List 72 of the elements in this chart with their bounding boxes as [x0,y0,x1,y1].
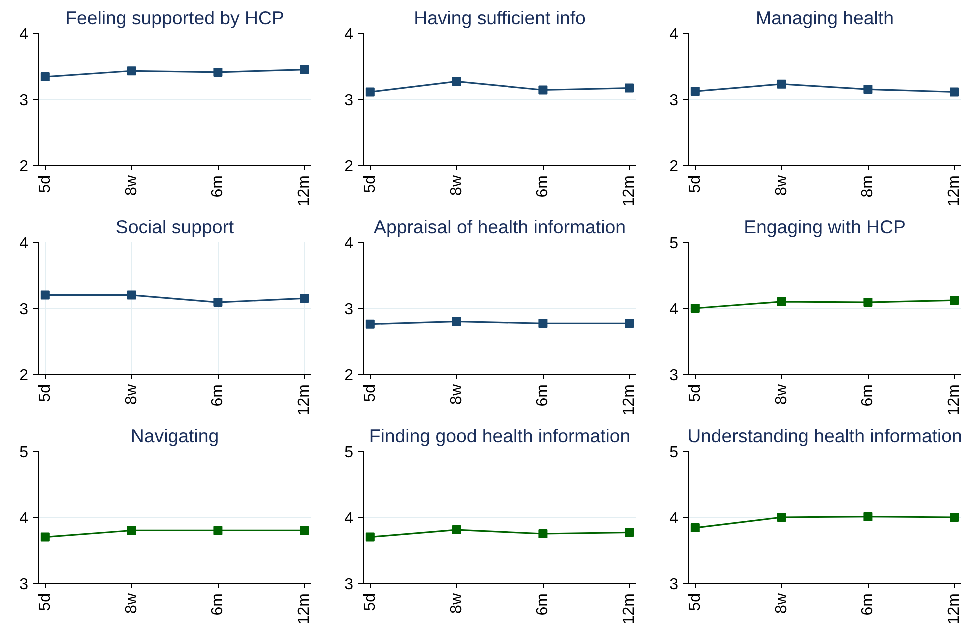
y-tick-label: 3 [20,302,29,318]
y-tick-label: 4 [344,26,354,44]
y-tick-label: 2 [20,368,29,384]
y-tick-label: 3 [344,302,354,318]
x-tick-label: 5d [686,384,704,402]
y-tick-label: 4 [670,510,679,528]
x-tick-label: 6m [860,384,877,407]
x-tick-label: 12m [621,594,638,625]
chart-title: Managing health [756,8,894,28]
y-tick-label: 5 [670,444,679,462]
x-tick-label: 8w [448,384,466,405]
y-tick-label: 2 [670,158,679,176]
y-tick-label: 4 [20,236,29,252]
y-tick-label: 4 [20,26,29,44]
x-tick-label: 6m [210,384,227,407]
y-tick-label: 3 [670,368,679,384]
y-tick-label: 3 [344,92,354,110]
y-tick-label: 5 [670,236,679,252]
y-tick-label: 4 [670,302,679,318]
x-tick-label: 12m [946,384,964,416]
x-tick-label: 6m [860,593,877,616]
x-tick-label: 6m [534,384,552,407]
y-tick-label: 2 [344,368,354,384]
y-tick-label: 4 [344,510,354,528]
y-tick-label: 3 [344,576,354,594]
x-tick-label: 5d [362,594,379,612]
x-tick-label: 8m [860,175,877,198]
x-tick-label: 5d [36,384,54,402]
x-tick-label: 8w [448,175,466,196]
chart-title: Appraisal of health information [374,216,626,238]
y-tick-label: 2 [344,158,354,176]
x-tick-label: 5d [686,594,704,612]
x-tick-label: 8w [123,384,140,405]
y-tick-label: 5 [20,444,29,462]
x-tick-label: 12m [296,384,314,416]
y-tick-label: 5 [344,444,354,462]
y-tick-label: 3 [670,92,679,110]
chart-title: Navigating [130,426,220,446]
chart-title: Engaging with HCP [744,216,906,238]
x-tick-label: 6m [534,593,552,616]
chart-title: Understanding health information [688,426,962,446]
x-tick-label: 8w [773,175,790,196]
x-tick-label: 5d [362,384,379,402]
x-tick-label: 8w [123,593,140,614]
chart-title: Having sufficient info [414,8,586,28]
x-tick-label: 5d [362,176,379,194]
x-tick-label: 6m [534,175,552,198]
x-tick-label: 5d [36,176,54,194]
y-tick-label: 2 [20,158,29,176]
y-tick-label: 4 [670,26,679,44]
x-tick-label: 6m [210,593,227,616]
y-tick-label: 3 [670,576,679,594]
x-tick-label: 8w [773,384,790,405]
y-tick-label: 3 [20,92,29,110]
chart-title: Feeling supported by HCP [66,8,284,28]
x-tick-label: 6m [210,175,227,198]
x-tick-label: 12m [621,384,638,416]
x-tick-label: 12m [296,176,314,207]
x-tick-label: 12m [296,594,314,625]
x-tick-label: 8w [123,175,140,196]
x-tick-label: 12m [946,594,964,625]
y-tick-label: 3 [20,576,29,594]
x-tick-label: 5d [686,176,704,194]
x-tick-label: 8w [448,593,466,614]
y-tick-label: 4 [344,236,354,252]
x-tick-label: 12m [946,176,964,207]
x-tick-label: 8w [773,593,790,614]
chart-title: Social support [116,216,235,238]
x-tick-label: 12m [621,176,638,207]
x-tick-label: 5d [36,594,54,612]
chart-title: Finding good health information [369,426,631,446]
y-tick-label: 4 [20,510,29,528]
